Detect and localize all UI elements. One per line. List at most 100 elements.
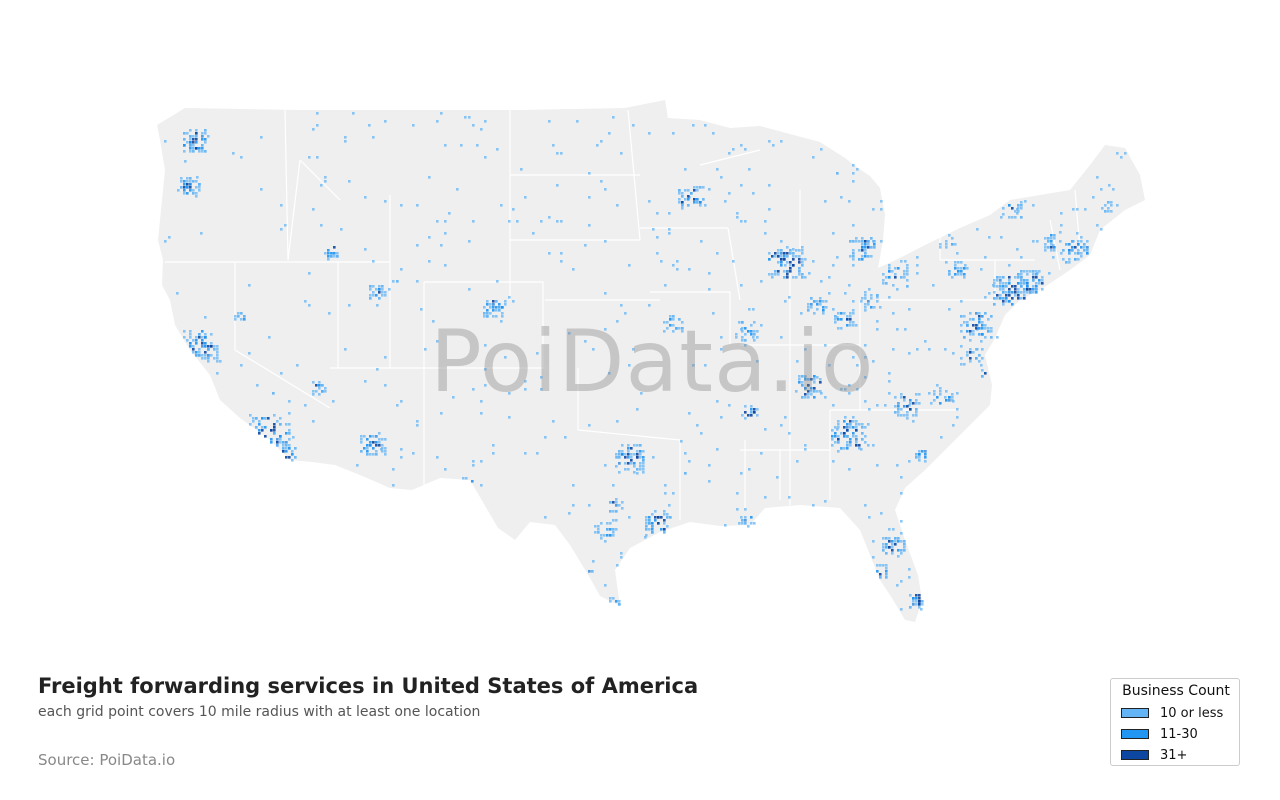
location-dot bbox=[372, 435, 375, 438]
location-dot bbox=[588, 570, 591, 573]
location-dot bbox=[999, 297, 1002, 300]
location-dot bbox=[536, 352, 539, 355]
location-dot bbox=[284, 224, 287, 227]
location-dot bbox=[648, 132, 651, 135]
location-dot bbox=[372, 447, 375, 450]
location-dot bbox=[195, 339, 198, 342]
location-dot bbox=[984, 296, 987, 299]
location-dot bbox=[612, 484, 615, 487]
location-dot bbox=[618, 600, 621, 603]
location-dot bbox=[849, 318, 852, 321]
location-dot bbox=[1052, 256, 1055, 259]
location-dot bbox=[1002, 276, 1005, 279]
location-dot bbox=[615, 498, 618, 501]
location-dot bbox=[1014, 294, 1017, 297]
location-dot bbox=[777, 273, 780, 276]
location-dot bbox=[618, 462, 621, 465]
location-dot bbox=[216, 345, 219, 348]
location-dot bbox=[627, 453, 630, 456]
location-dot bbox=[620, 152, 623, 155]
location-dot bbox=[915, 393, 918, 396]
location-dot bbox=[630, 459, 633, 462]
location-dot bbox=[855, 429, 858, 432]
location-dot bbox=[609, 522, 612, 525]
location-dot bbox=[464, 116, 467, 119]
location-dot bbox=[1038, 270, 1041, 273]
location-dot bbox=[846, 318, 849, 321]
location-dot bbox=[672, 324, 675, 327]
location-dot bbox=[1059, 231, 1062, 234]
location-dot bbox=[1080, 246, 1083, 249]
location-dot bbox=[195, 147, 198, 150]
location-dot bbox=[952, 352, 955, 355]
location-dot bbox=[687, 204, 690, 207]
location-dot bbox=[804, 393, 807, 396]
location-dot bbox=[945, 246, 948, 249]
location-dot bbox=[804, 348, 807, 351]
location-dot bbox=[960, 330, 963, 333]
location-dot bbox=[880, 512, 883, 515]
location-dot bbox=[808, 272, 811, 275]
location-dot bbox=[645, 519, 648, 522]
location-dot bbox=[780, 255, 783, 258]
location-dot bbox=[292, 436, 295, 439]
location-dot bbox=[896, 328, 899, 331]
location-dot bbox=[948, 270, 951, 273]
location-dot bbox=[831, 438, 834, 441]
location-dot bbox=[780, 264, 783, 267]
location-dot bbox=[687, 198, 690, 201]
location-dot bbox=[810, 297, 813, 300]
location-dot bbox=[291, 450, 294, 453]
location-dot bbox=[748, 168, 751, 171]
location-dot bbox=[195, 195, 198, 198]
location-dot bbox=[252, 420, 255, 423]
location-dot bbox=[207, 135, 210, 138]
location-dot bbox=[375, 450, 378, 453]
location-dot bbox=[864, 303, 867, 306]
location-dot bbox=[846, 441, 849, 444]
location-dot bbox=[651, 528, 654, 531]
location-dot bbox=[852, 252, 855, 255]
location-dot bbox=[1002, 291, 1005, 294]
location-dot bbox=[906, 285, 909, 288]
location-dot bbox=[378, 432, 381, 435]
location-dot bbox=[1005, 297, 1008, 300]
location-dot bbox=[834, 318, 837, 321]
location-dot bbox=[678, 318, 681, 321]
location-dot bbox=[876, 570, 879, 573]
legend-label-low: 10 or less bbox=[1160, 705, 1224, 721]
location-dot bbox=[957, 261, 960, 264]
location-dot bbox=[954, 264, 957, 267]
location-dot bbox=[956, 252, 959, 255]
location-dot bbox=[618, 450, 621, 453]
location-dot bbox=[666, 513, 669, 516]
location-dot bbox=[616, 420, 619, 423]
location-dot bbox=[744, 148, 747, 151]
location-dot bbox=[716, 400, 719, 403]
location-dot bbox=[819, 300, 822, 303]
location-dot bbox=[189, 336, 192, 339]
location-dot bbox=[748, 468, 751, 471]
location-dot bbox=[1077, 240, 1080, 243]
location-dot bbox=[312, 393, 315, 396]
location-dot bbox=[189, 147, 192, 150]
location-dot bbox=[915, 411, 918, 414]
location-dot bbox=[192, 180, 195, 183]
location-dot bbox=[592, 560, 595, 563]
location-dot bbox=[500, 204, 503, 207]
location-dot bbox=[969, 351, 972, 354]
location-dot bbox=[336, 252, 339, 255]
location-dot bbox=[750, 516, 753, 519]
location-dot bbox=[915, 408, 918, 411]
location-dot bbox=[822, 306, 825, 309]
location-dot bbox=[822, 309, 825, 312]
location-dot bbox=[744, 508, 747, 511]
location-dot bbox=[672, 264, 675, 267]
location-dot bbox=[897, 537, 900, 540]
location-dot bbox=[788, 296, 791, 299]
location-dot bbox=[699, 186, 702, 189]
location-dot bbox=[381, 438, 384, 441]
location-dot bbox=[849, 315, 852, 318]
location-dot bbox=[750, 330, 753, 333]
location-dot bbox=[618, 504, 621, 507]
